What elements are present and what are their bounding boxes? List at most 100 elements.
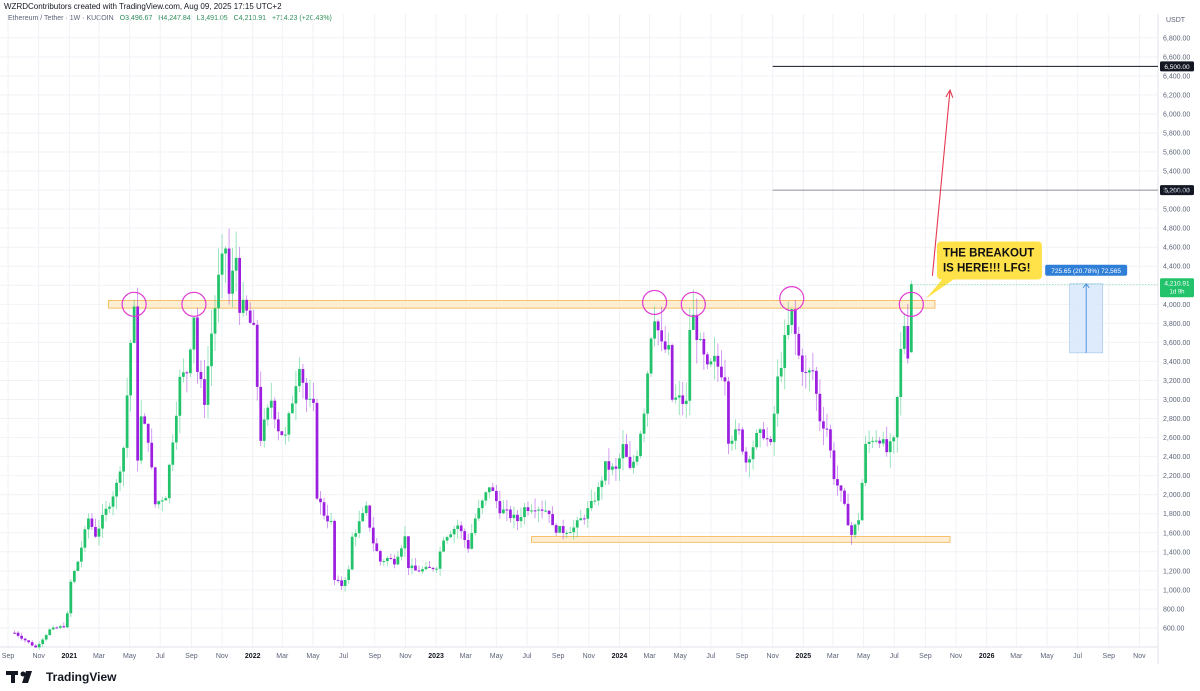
- candle-body: [473, 518, 477, 534]
- candle-body: [72, 570, 76, 582]
- x-tick-label: May: [857, 653, 871, 660]
- candle-body: [625, 444, 628, 457]
- candle-body: [361, 513, 365, 522]
- y-tick-label: 1,200.00: [1163, 568, 1190, 575]
- candle-body: [614, 466, 618, 469]
- y-tick-label: 1,600.00: [1163, 530, 1190, 537]
- candle-body: [698, 338, 702, 340]
- change-value: +714.23 (+20.43%): [271, 15, 332, 22]
- candle-body: [533, 510, 537, 512]
- x-tick-label: Mar: [1010, 653, 1023, 660]
- candle-body: [600, 480, 604, 488]
- x-tick-label: Sep: [919, 653, 932, 660]
- candle-body: [881, 439, 885, 444]
- candle-body: [769, 438, 773, 443]
- x-tick-label: Nov: [583, 653, 596, 660]
- y-tick-label: 5,800.00: [1163, 130, 1190, 137]
- candle-body: [751, 447, 755, 460]
- candle-body: [888, 441, 892, 453]
- symbol-name[interactable]: Ethereum / Tether · 1W · KUCOIN: [8, 15, 114, 22]
- candle-body: [526, 507, 530, 512]
- x-tick-label: May: [674, 653, 688, 660]
- candle-body: [245, 299, 249, 311]
- candle-body: [62, 626, 66, 628]
- candle-body: [382, 561, 386, 563]
- candle-body: [459, 525, 463, 532]
- price-axis[interactable]: USDT 600.00 800.00 1,000.00 1,200.00 1,400.00…: [911, 17, 1194, 632]
- time-axis[interactable]: Sep Nov 2021 Mar May Jul Sep Nov 2022 Mar May Jul Se…: [2, 653, 1146, 660]
- candle-body: [255, 324, 259, 387]
- candle-body: [653, 321, 656, 339]
- candle-body: [807, 370, 811, 373]
- candle-body: [305, 382, 308, 400]
- x-tick-label: Nov: [216, 653, 229, 660]
- price-level-label: 6,500.00: [1164, 64, 1190, 71]
- highlight-circle: [779, 286, 805, 312]
- y-tick-label: 2,200.00: [1163, 473, 1190, 480]
- candle-body: [220, 253, 224, 275]
- candle-body: [800, 355, 804, 372]
- y-tick-label: 2,000.00: [1163, 492, 1190, 499]
- candle-body: [83, 529, 87, 548]
- candle-body: [164, 498, 168, 501]
- candle-body: [326, 515, 329, 522]
- candle-body: [48, 629, 52, 636]
- y-tick-label: 6,000.00: [1163, 111, 1190, 118]
- candle-body: [20, 635, 23, 639]
- candle-body: [357, 521, 361, 534]
- highlight-circle: [898, 291, 924, 317]
- candle-body: [713, 355, 716, 362]
- footer: [0, 664, 1200, 691]
- candle-body: [530, 510, 533, 512]
- candle-body: [695, 314, 699, 340]
- candle-body: [523, 507, 526, 518]
- candle-body: [196, 317, 199, 372]
- candle-body: [262, 419, 266, 441]
- y-tick-label: 5,200.00: [1163, 188, 1190, 195]
- candle-body: [51, 627, 55, 630]
- x-tick-label: Jul: [523, 653, 532, 660]
- candle-body: [456, 525, 460, 529]
- candle-body: [642, 413, 646, 434]
- candle-body: [312, 398, 315, 403]
- candle-body: [354, 533, 358, 537]
- candle-body: [762, 429, 765, 439]
- y-tick-label: 6,600.00: [1163, 54, 1190, 61]
- candle-body: [160, 500, 164, 502]
- candle-body: [347, 569, 351, 581]
- candle-body: [505, 509, 509, 511]
- candle-body: [449, 534, 453, 538]
- candle-body: [224, 248, 227, 254]
- candle-body: [660, 330, 664, 342]
- tradingview-logo[interactable]: TradingView: [6, 670, 116, 684]
- candle-body: [371, 527, 375, 544]
- candle-body: [491, 487, 495, 491]
- y-tick-label: 2,800.00: [1163, 416, 1190, 423]
- candle-body: [234, 257, 238, 271]
- candle-body: [674, 397, 678, 400]
- candle-body: [537, 509, 540, 511]
- callout-line-2: IS HERE!!! LFG!: [943, 262, 1031, 274]
- price-chart[interactable]: 6,500.005,200.00 725.65 (20.78%) 72,565 …: [0, 14, 1200, 664]
- candle-body: [786, 324, 790, 336]
- y-tick-label: 4,800.00: [1163, 226, 1190, 233]
- candle-body: [470, 533, 474, 549]
- candle-body: [34, 645, 38, 648]
- x-tick-label: Nov: [950, 653, 963, 660]
- candle-body: [744, 451, 748, 463]
- x-tick-label: May: [1040, 653, 1054, 660]
- candle-body: [266, 407, 270, 420]
- candle-body: [153, 467, 157, 505]
- candle-body: [716, 355, 720, 367]
- candle-body: [909, 284, 913, 353]
- x-tick-label: Jul: [156, 653, 165, 660]
- x-tick-label: 2021: [62, 653, 78, 660]
- x-tick-label: May: [123, 653, 137, 660]
- brand-name: TradingView: [46, 670, 117, 684]
- candle-body: [853, 524, 857, 535]
- low-value: L3,491.05: [196, 15, 228, 22]
- candle-body: [424, 566, 428, 570]
- candle-body: [287, 413, 291, 435]
- candle-body: [589, 500, 593, 509]
- candle-body: [628, 456, 632, 468]
